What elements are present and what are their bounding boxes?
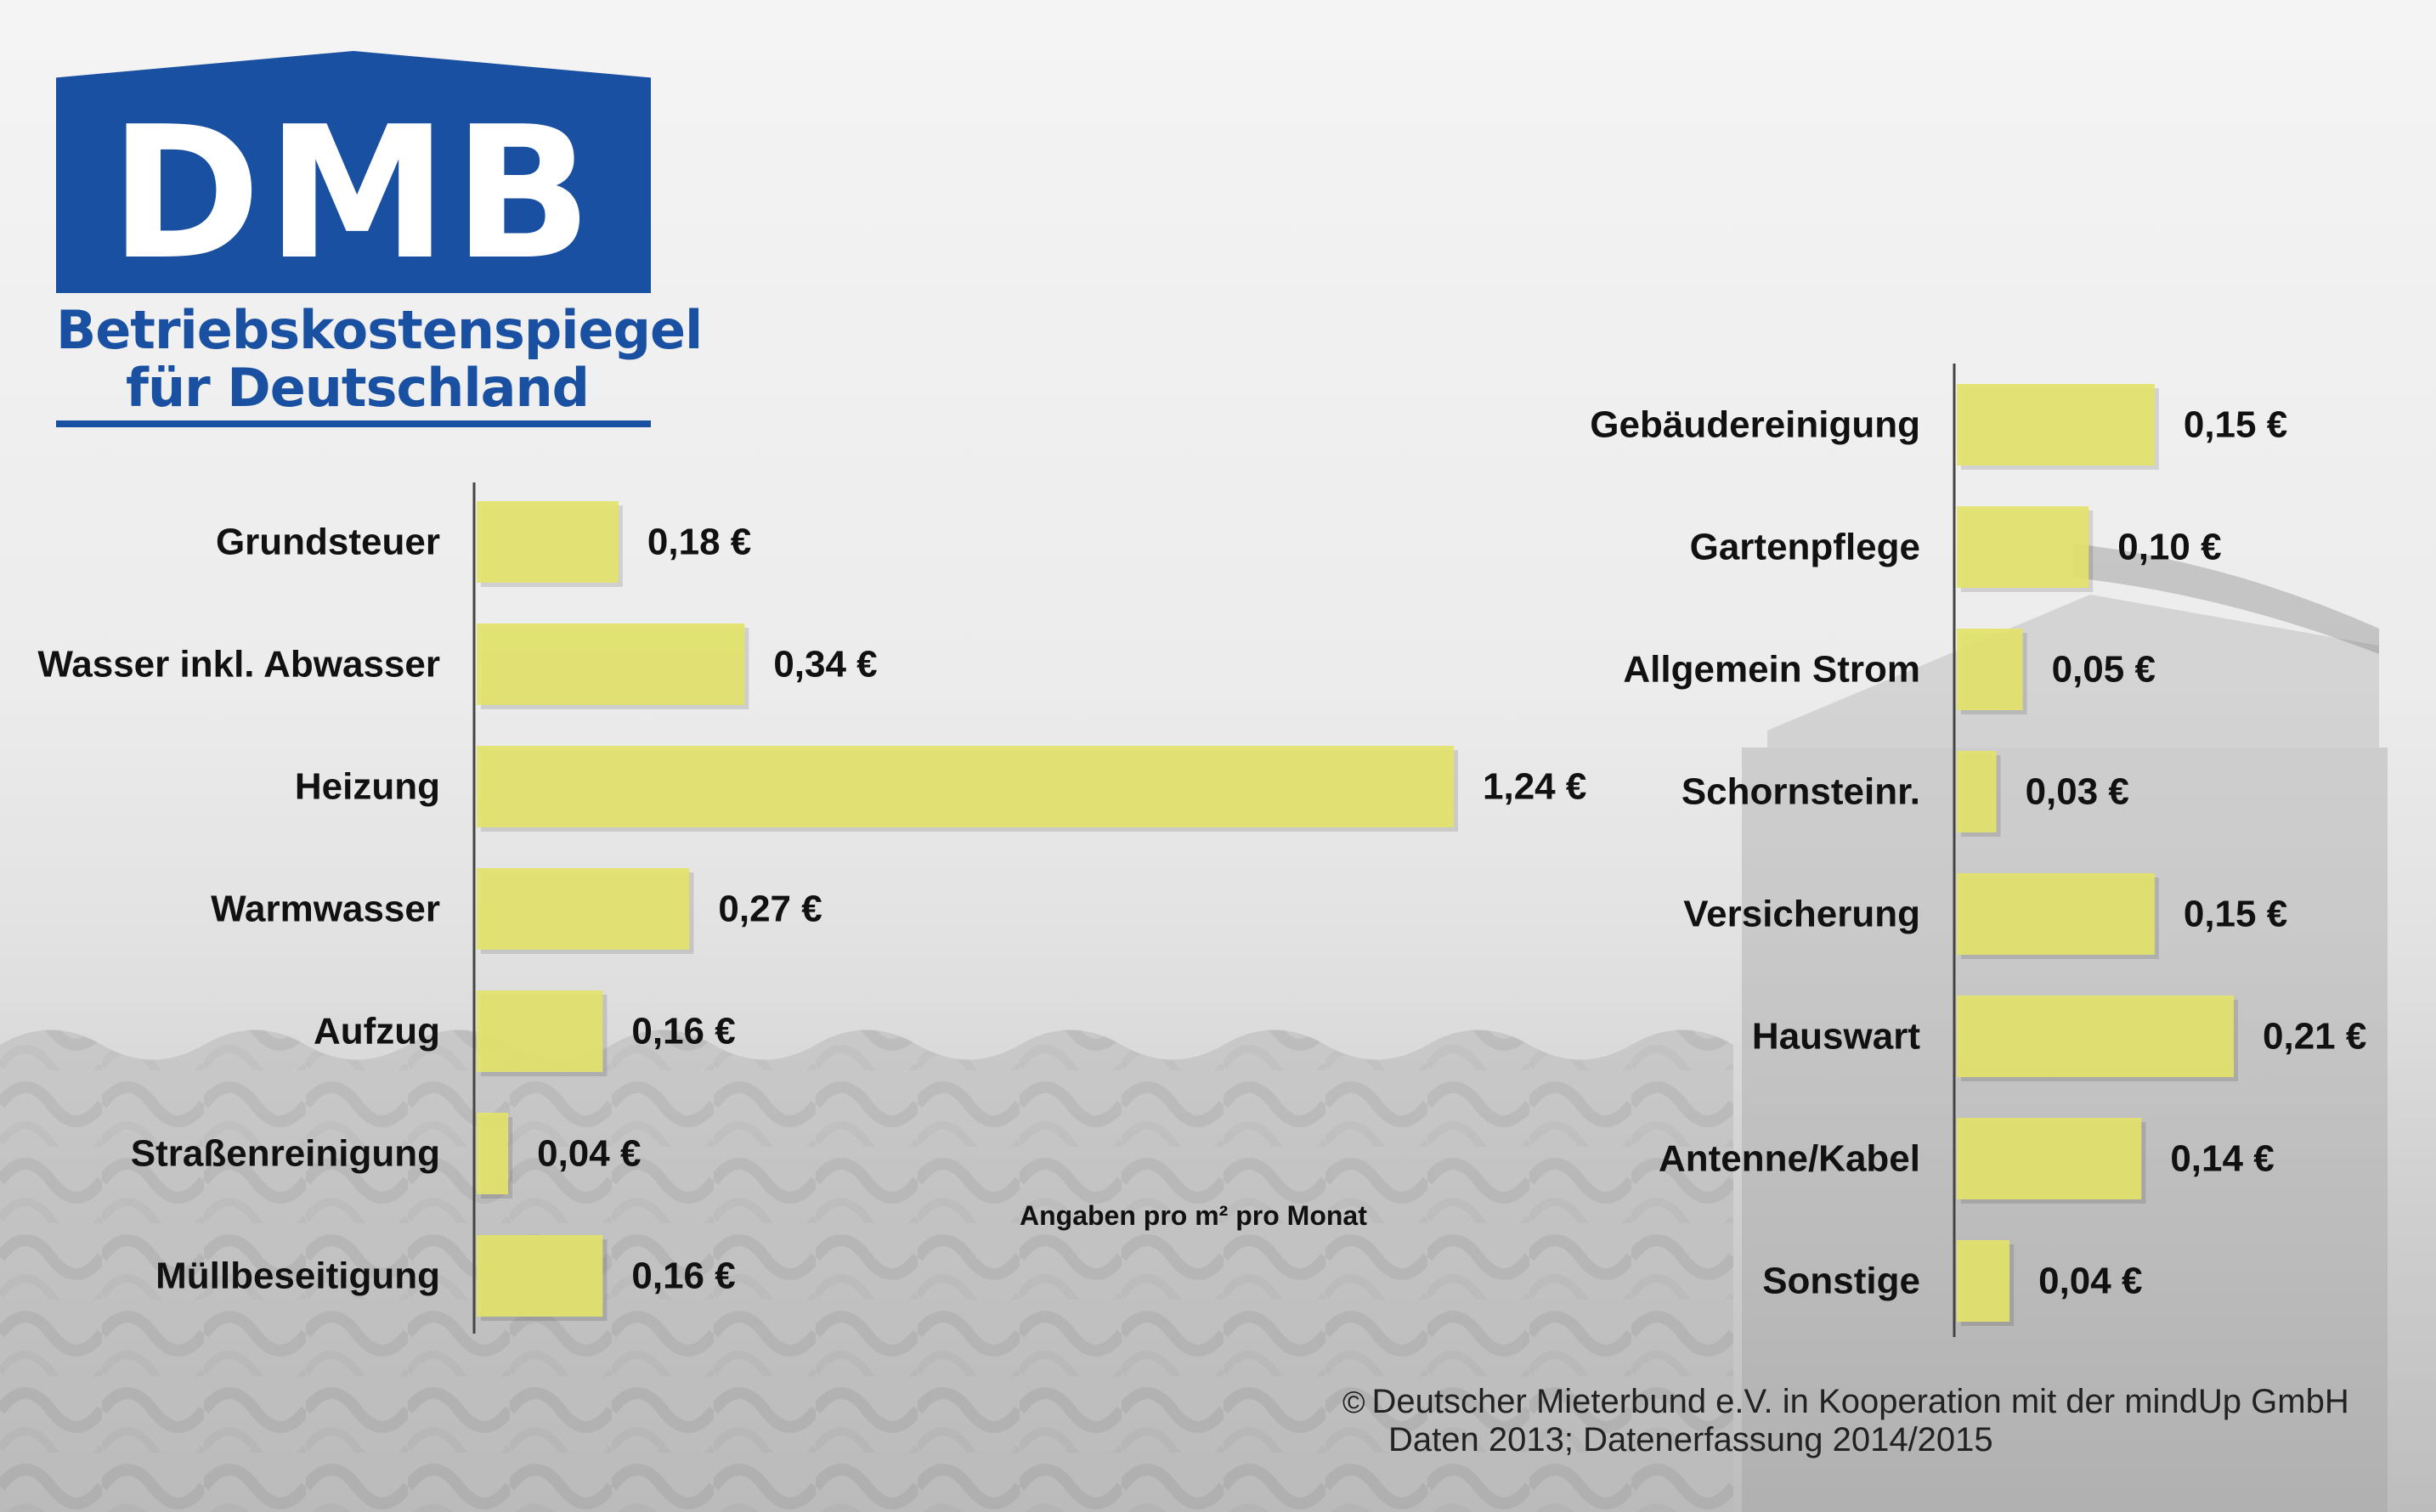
chart-left: Grundsteuer 0,18 € Wasser inkl. Abwasser 0,… xyxy=(37,482,1586,1334)
bar-right-3 xyxy=(1957,751,1997,832)
chart-right: Gebäudereinigung 0,15 € Gartenpflege 0,10 €… xyxy=(1590,364,2366,1337)
logo-subtitle-line2: für Deutschland xyxy=(126,357,590,419)
logo-text: DMB xyxy=(109,87,598,300)
bar-left-6 xyxy=(477,1235,603,1317)
bar-right-2 xyxy=(1957,629,2023,710)
bar-left-2 xyxy=(477,746,1454,827)
category-label-left-1: Wasser inkl. Abwasser xyxy=(37,644,440,685)
value-label-left-4: 0,16 € xyxy=(631,1011,735,1052)
dmb-logo: DMB Betriebskostenspiegel für Deutschlan… xyxy=(56,51,703,427)
value-label-right-2: 0,05 € xyxy=(2052,649,2156,691)
bar-right-0 xyxy=(1957,384,2155,465)
bar-right-4 xyxy=(1957,873,2155,955)
value-label-left-2: 1,24 € xyxy=(1483,766,1586,808)
category-label-left-4: Aufzug xyxy=(314,1011,440,1052)
credit-line1: Deutscher Mieterbund e.V. in Kooperation… xyxy=(1371,1383,2349,1420)
category-label-right-4: Versicherung xyxy=(1683,894,1920,935)
value-label-right-5: 0,21 € xyxy=(2263,1016,2366,1058)
category-label-right-0: Gebäudereinigung xyxy=(1590,404,1920,446)
category-label-left-2: Heizung xyxy=(295,766,440,808)
credit-block: © Deutscher Mieterbund e.V. in Kooperatio… xyxy=(1342,1383,2349,1458)
bar-right-5 xyxy=(1957,996,2234,1077)
value-label-right-7: 0,04 € xyxy=(2038,1261,2142,1302)
bar-left-3 xyxy=(477,868,690,950)
category-label-right-2: Allgemein Strom xyxy=(1623,649,1920,691)
credit-line2: Daten 2013; Datenerfassung 2014/2015 xyxy=(1388,1421,1993,1458)
value-label-right-1: 0,10 € xyxy=(2117,527,2221,568)
category-label-right-1: Gartenpflege xyxy=(1690,527,1920,568)
copyright-symbol: © xyxy=(1342,1385,1365,1419)
value-label-right-6: 0,14 € xyxy=(2170,1138,2274,1180)
category-label-right-7: Sonstige xyxy=(1762,1261,1920,1302)
value-label-left-3: 0,27 € xyxy=(718,889,822,930)
bar-right-1 xyxy=(1957,506,2089,588)
value-label-right-0: 0,15 € xyxy=(2184,404,2287,446)
unit-note: Angaben pro m² pro Monat xyxy=(1020,1200,1367,1231)
category-label-left-6: Müllbeseitigung xyxy=(155,1255,440,1297)
category-label-right-6: Antenne/Kabel xyxy=(1659,1138,1920,1180)
category-label-left-0: Grundsteuer xyxy=(216,522,440,563)
category-label-left-3: Warmwasser xyxy=(211,889,440,930)
value-label-left-6: 0,16 € xyxy=(631,1255,735,1297)
category-label-right-5: Hauswart xyxy=(1752,1016,1920,1058)
logo-subtitle-line1: Betriebskostenspiegel xyxy=(56,299,703,361)
value-label-left-0: 0,18 € xyxy=(647,522,751,563)
bar-left-4 xyxy=(477,990,603,1072)
bar-left-0 xyxy=(477,501,619,583)
bar-right-6 xyxy=(1957,1118,2142,1199)
bar-left-5 xyxy=(477,1113,509,1194)
logo-house-block: DMB xyxy=(56,51,651,293)
category-label-left-5: Straßenreinigung xyxy=(131,1133,440,1175)
logo-underline xyxy=(56,420,651,427)
credit-line1-row: © Deutscher Mieterbund e.V. in Kooperatio… xyxy=(1342,1383,2349,1421)
value-label-right-3: 0,03 € xyxy=(2026,771,2129,813)
bar-left-1 xyxy=(477,623,745,705)
bar-right-7 xyxy=(1957,1240,2010,1322)
value-label-right-4: 0,15 € xyxy=(2184,894,2287,935)
value-label-left-1: 0,34 € xyxy=(773,644,877,685)
category-label-right-3: Schornsteinr. xyxy=(1681,771,1920,813)
value-label-left-5: 0,04 € xyxy=(537,1133,641,1175)
